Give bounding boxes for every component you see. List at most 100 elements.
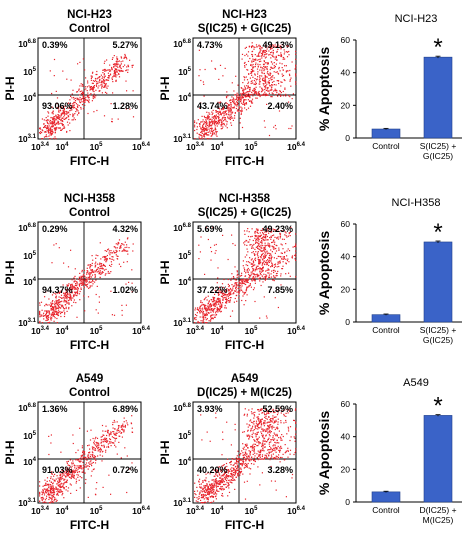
dot xyxy=(269,258,271,260)
dot-cloud xyxy=(194,407,297,504)
dot xyxy=(259,317,261,319)
dot xyxy=(113,434,115,436)
dot xyxy=(88,452,90,454)
dot xyxy=(227,288,229,291)
dot xyxy=(244,85,246,87)
dot xyxy=(113,65,115,67)
dot xyxy=(246,85,248,87)
dot xyxy=(275,455,277,457)
dot xyxy=(211,111,213,113)
dot xyxy=(89,273,91,275)
dot xyxy=(256,269,258,271)
dot xyxy=(54,116,56,118)
dot xyxy=(69,107,72,109)
dot xyxy=(238,297,240,299)
dot xyxy=(131,66,133,68)
dot xyxy=(246,69,248,71)
dot xyxy=(64,478,66,480)
dot xyxy=(92,87,94,89)
dot xyxy=(268,257,270,259)
dot xyxy=(223,115,225,117)
dot xyxy=(226,476,228,478)
dot xyxy=(67,266,70,268)
dot xyxy=(240,470,243,472)
dot xyxy=(267,239,269,241)
dot xyxy=(245,449,247,451)
dot xyxy=(281,447,283,449)
dot xyxy=(249,276,251,278)
dot xyxy=(82,276,84,278)
dot xyxy=(263,443,265,445)
dot xyxy=(67,302,69,304)
dot xyxy=(61,117,63,119)
dot xyxy=(281,434,283,436)
dot xyxy=(276,92,278,94)
dot xyxy=(95,441,97,443)
dot xyxy=(211,116,213,118)
dot xyxy=(73,477,75,479)
dot xyxy=(210,491,212,493)
dot xyxy=(54,123,56,125)
dot xyxy=(235,283,237,285)
dot xyxy=(124,55,126,57)
dot xyxy=(288,233,290,235)
dot xyxy=(223,107,225,109)
dot xyxy=(270,228,272,230)
dot xyxy=(245,94,247,96)
dot xyxy=(101,87,103,89)
dot xyxy=(259,455,261,457)
dot xyxy=(109,442,111,444)
dot xyxy=(269,48,271,50)
dot xyxy=(249,86,251,89)
x-tick-label: 105 xyxy=(245,326,258,336)
dot xyxy=(93,443,95,445)
dot xyxy=(62,486,64,488)
dot xyxy=(266,412,268,414)
dot xyxy=(49,121,51,123)
dot xyxy=(117,428,119,430)
dot xyxy=(261,78,264,80)
dot xyxy=(83,269,85,271)
dot xyxy=(211,483,213,485)
dot xyxy=(262,77,264,79)
dot xyxy=(56,103,58,105)
dot xyxy=(288,127,290,130)
flow-title: NCI-H23 xyxy=(67,9,112,21)
dot xyxy=(49,321,51,323)
dot xyxy=(226,107,228,110)
dot xyxy=(251,271,254,273)
quadrant-lr-value: 2.40% xyxy=(267,101,293,111)
dot xyxy=(219,111,221,113)
dot xyxy=(231,96,233,98)
dot xyxy=(45,483,47,485)
dot xyxy=(127,69,129,71)
dot xyxy=(264,68,266,70)
dot xyxy=(273,280,275,282)
dot xyxy=(277,229,279,231)
dot xyxy=(41,498,43,501)
dot xyxy=(206,116,209,118)
dot xyxy=(52,313,54,315)
flow-subtitle: S(IC25) + G(IC25) xyxy=(198,207,292,219)
dot xyxy=(289,79,291,81)
dot xyxy=(269,45,271,47)
dot xyxy=(214,475,216,477)
dot xyxy=(52,483,54,485)
dot xyxy=(262,263,264,265)
dot xyxy=(247,286,249,288)
dot xyxy=(280,252,282,254)
dot xyxy=(239,284,241,286)
dot xyxy=(242,473,244,475)
dot xyxy=(60,113,62,115)
dot xyxy=(271,270,273,272)
dot xyxy=(247,429,249,431)
dot xyxy=(123,421,125,423)
dot xyxy=(244,103,246,105)
dot xyxy=(54,124,56,126)
dot xyxy=(85,88,87,90)
dot xyxy=(68,308,70,310)
dot xyxy=(228,290,230,292)
dot xyxy=(75,284,77,286)
dot xyxy=(261,444,263,446)
dot xyxy=(280,92,282,94)
